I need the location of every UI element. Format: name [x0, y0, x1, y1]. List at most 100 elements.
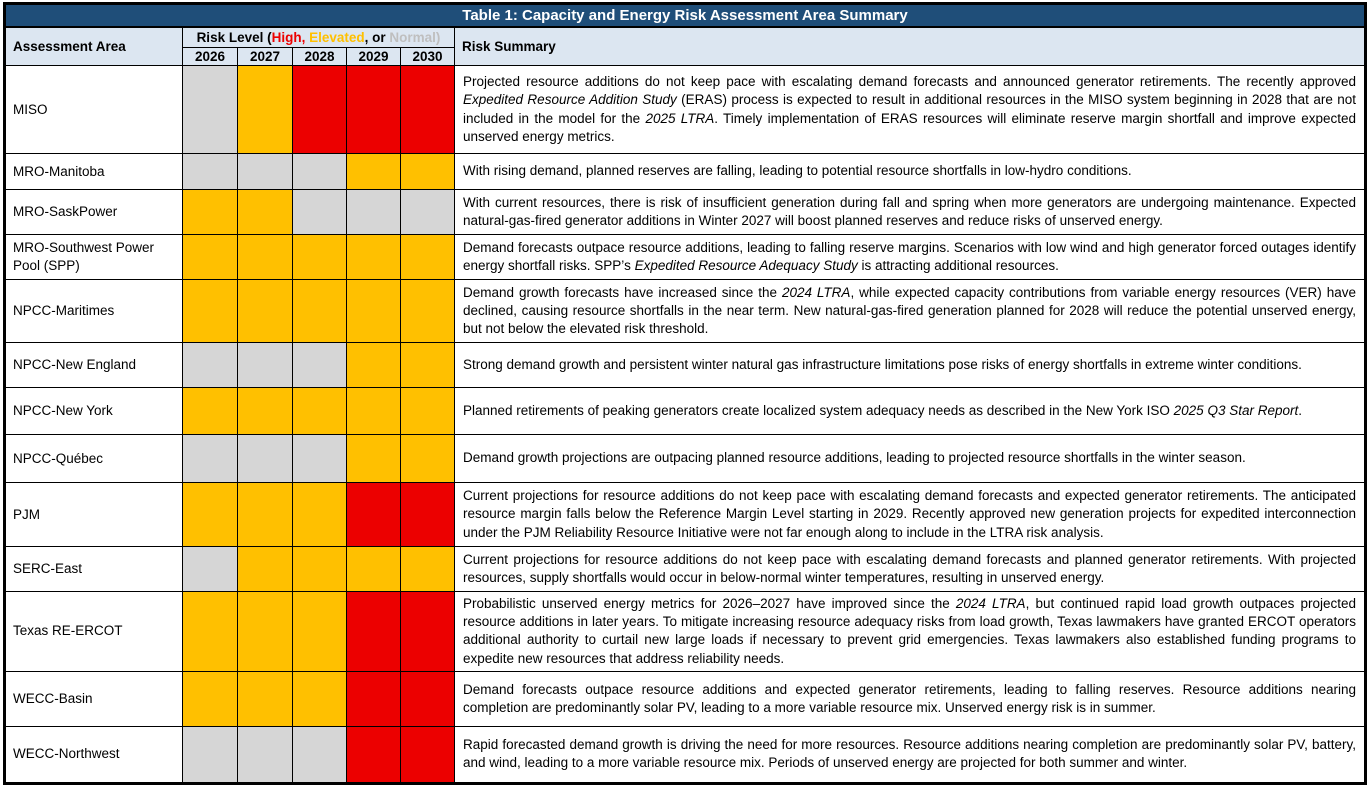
risk-cell-2028 — [292, 434, 347, 483]
risk-assessment-table: Table 1: Capacity and Energy Risk Assess… — [3, 2, 1367, 785]
risk-cell-2030 — [400, 342, 455, 388]
assessment-area-cell: SERC-East — [4, 546, 183, 592]
risk-cell-2027 — [237, 387, 293, 435]
risk-cell-2026 — [182, 189, 238, 235]
risk-cell-2029 — [346, 279, 401, 343]
risk-cell-2028 — [292, 342, 347, 388]
risk-summary-cell: Probabilistic unserved energy metrics fo… — [454, 591, 1366, 672]
table-row: PJM Current projections for resource add… — [4, 482, 1366, 547]
assessment-area-cell: PJM — [4, 482, 183, 547]
risk-cell-2030 — [400, 387, 455, 435]
table-row: MRO-Southwest Power Pool (SPP) Demand fo… — [4, 234, 1366, 280]
risk-cell-2026 — [182, 65, 238, 154]
risk-cell-2030 — [400, 434, 455, 483]
table-row: NPCC-New York Planned retirements of pea… — [4, 387, 1366, 435]
risk-cell-2029 — [346, 434, 401, 483]
risk-cell-2028 — [292, 725, 347, 784]
risk-cell-2027 — [237, 234, 293, 280]
assessment-area-cell: NPCC-Maritimes — [4, 279, 183, 343]
risk-cell-2027 — [237, 670, 293, 727]
risk-summary-cell: Demand growth forecasts have increased s… — [454, 279, 1366, 343]
header-row-years: 2026 2027 2028 2029 2030 — [5, 47, 1366, 66]
table-row: MRO-SaskPower With current resources, th… — [4, 189, 1366, 235]
risk-cell-2028 — [292, 153, 347, 190]
table-title: Table 1: Capacity and Energy Risk Assess… — [4, 3, 1366, 28]
assessment-area-cell: MRO-Manitoba — [4, 153, 183, 190]
risk-cell-2030 — [400, 153, 455, 190]
risk-cell-2026 — [182, 546, 238, 592]
risk-cell-2027 — [237, 434, 293, 483]
risk-summary-cell: Current projections for resource additio… — [454, 546, 1366, 592]
risk-cell-2030 — [400, 234, 455, 280]
risk-cell-2027 — [237, 153, 293, 190]
table-row: NPCC-Maritimes Demand growth forecasts h… — [4, 279, 1366, 343]
risk-cell-2029 — [346, 725, 401, 784]
risk-cell-2026 — [182, 434, 238, 483]
assessment-area-cell: NPCC-New England — [4, 342, 183, 388]
risk-cell-2027 — [237, 279, 293, 343]
table-row: SERC-East Current projections for resour… — [4, 546, 1366, 592]
risk-cell-2028 — [292, 189, 347, 235]
risk-cell-2030 — [400, 279, 455, 343]
risk-cell-2029 — [346, 189, 401, 235]
risk-cell-2028 — [292, 591, 347, 672]
assessment-area-cell: NPCC-Québec — [4, 434, 183, 483]
assessment-area-cell: WECC-Northwest — [4, 725, 183, 784]
risk-summary-cell: With current resources, there is risk of… — [454, 189, 1366, 235]
risk-summary-cell: Demand forecasts outpace resource additi… — [454, 234, 1366, 280]
risk-cell-2028 — [292, 482, 347, 547]
table-title-row: Table 1: Capacity and Energy Risk Assess… — [4, 3, 1366, 28]
risk-cell-2027 — [237, 482, 293, 547]
risk-cell-2029 — [346, 482, 401, 547]
risk-cell-2030 — [400, 546, 455, 592]
risk-cell-2026 — [182, 342, 238, 388]
risk-cell-2026 — [182, 234, 238, 280]
risk-summary-cell: Projected resource additions do not keep… — [454, 65, 1366, 154]
risk-cell-2029 — [346, 65, 401, 154]
risk-summary-cell: Demand forecasts outpace resource additi… — [454, 670, 1366, 727]
year-header-2029: 2029 — [346, 47, 401, 66]
year-header-2028: 2028 — [292, 47, 347, 66]
risk-cell-2030 — [400, 65, 455, 154]
risk-cell-2027 — [237, 546, 293, 592]
risk-cell-2026 — [182, 725, 238, 784]
risk-cell-2028 — [292, 546, 347, 592]
risk-cell-2030 — [400, 591, 455, 672]
year-header-2030: 2030 — [400, 47, 455, 66]
risk-cell-2029 — [346, 670, 401, 727]
risk-summary-header: Risk Summary — [454, 26, 1366, 66]
risk-cell-2026 — [182, 153, 238, 190]
risk-cell-2028 — [292, 387, 347, 435]
table-row: MRO-Manitoba With rising demand, planned… — [4, 153, 1366, 190]
risk-cell-2030 — [400, 189, 455, 235]
risk-assessment-table-container: Table 1: Capacity and Energy Risk Assess… — [3, 2, 1367, 785]
risk-cell-2029 — [346, 342, 401, 388]
risk-cell-2026 — [182, 670, 238, 727]
risk-summary-cell: With rising demand, planned reserves are… — [454, 153, 1366, 190]
risk-cell-2029 — [346, 591, 401, 672]
risk-summary-cell: Rapid forecasted demand growth is drivin… — [454, 725, 1366, 784]
risk-cell-2026 — [182, 279, 238, 343]
table-body: Table 1: Capacity and Energy Risk Assess… — [4, 3, 1366, 784]
year-header-2026: 2026 — [182, 47, 238, 66]
risk-cell-2027 — [237, 725, 293, 784]
table-row: WECC-Basin Demand forecasts outpace reso… — [4, 670, 1366, 727]
assessment-area-cell: WECC-Basin — [4, 670, 183, 727]
header-row-1: Assessment Area Risk Level (High, Elevat… — [4, 26, 1366, 66]
risk-cell-2028 — [292, 670, 347, 727]
assessment-area-header: Assessment Area — [4, 26, 183, 66]
risk-cell-2027 — [237, 591, 293, 672]
risk-cell-2026 — [182, 387, 238, 435]
risk-cell-2029 — [346, 153, 401, 190]
risk-cell-2029 — [346, 234, 401, 280]
risk-cell-2026 — [182, 591, 238, 672]
risk-summary-cell: Current projections for resource additio… — [454, 482, 1366, 547]
risk-cell-2028 — [292, 234, 347, 280]
risk-summary-cell: Strong demand growth and persistent wint… — [454, 342, 1366, 388]
risk-cell-2029 — [346, 387, 401, 435]
table-row: Texas RE-ERCOT Probabilistic unserved en… — [4, 591, 1366, 672]
risk-cell-2029 — [346, 546, 401, 592]
risk-summary-cell: Demand growth projections are outpacing … — [454, 434, 1366, 483]
risk-cell-2027 — [237, 65, 293, 154]
table-row: NPCC-New England Strong demand growth an… — [4, 342, 1366, 388]
